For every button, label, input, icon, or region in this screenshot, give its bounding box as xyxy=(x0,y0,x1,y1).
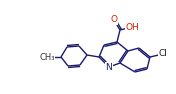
Text: O: O xyxy=(111,16,118,25)
Text: CH₃: CH₃ xyxy=(39,53,55,61)
Text: Cl: Cl xyxy=(159,50,167,58)
Text: OH: OH xyxy=(125,22,139,31)
Text: N: N xyxy=(106,63,112,72)
